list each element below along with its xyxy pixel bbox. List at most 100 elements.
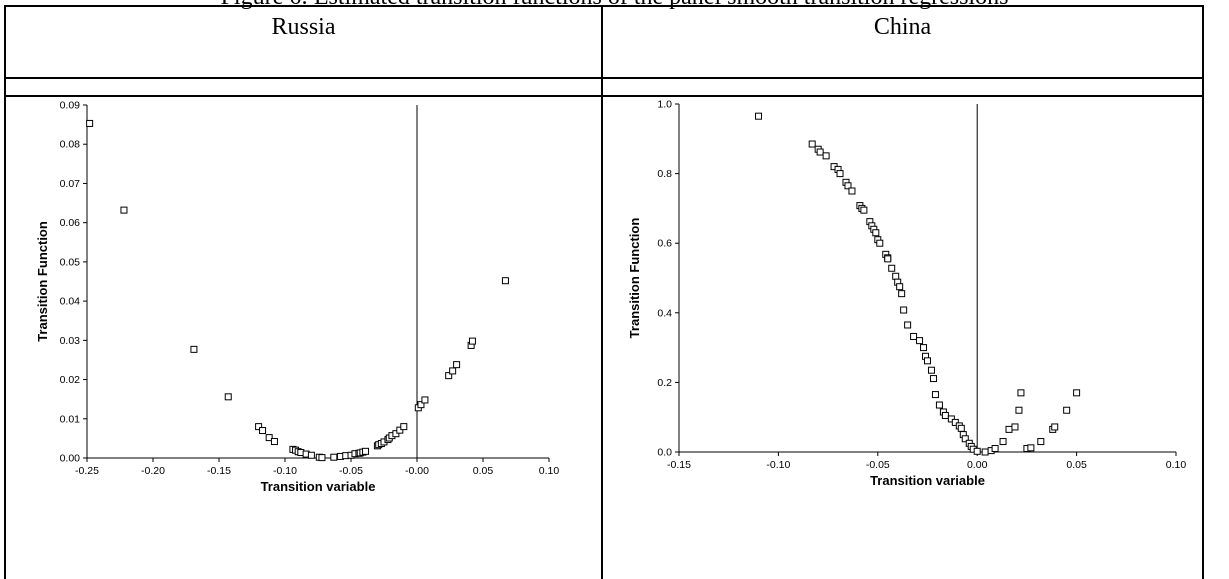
data-point (822, 152, 830, 160)
data-point (848, 187, 856, 195)
data-point (501, 277, 509, 285)
data-point (876, 239, 884, 247)
column-divider (601, 5, 603, 579)
data-point (1037, 438, 1045, 446)
x-tick-label: -0.15 (667, 459, 691, 471)
data-point (836, 170, 844, 178)
y-tick-label: 0.07 (60, 178, 81, 190)
data-point (1011, 423, 1019, 431)
data-point (270, 438, 278, 446)
data-point (844, 182, 852, 190)
y-tick-label: 0.04 (60, 296, 81, 308)
data-point (1063, 406, 1071, 414)
y-axis-title: Transition Function (35, 221, 50, 342)
y-tick-label: 0.8 (657, 168, 672, 180)
data-point (120, 206, 128, 214)
data-point (957, 424, 965, 432)
x-axis-title: Transition variable (261, 479, 376, 494)
y-tick-label: 0.0 (657, 447, 672, 459)
data-point (941, 411, 949, 419)
data-point (224, 393, 232, 401)
data-point (449, 367, 457, 375)
x-tick-label: -0.05 (866, 459, 890, 471)
data-point (318, 454, 326, 462)
x-tick-label: 0.10 (539, 465, 560, 477)
y-tick-label: 1.0 (657, 99, 672, 111)
y-axis-title: Transition Function (627, 218, 642, 339)
x-tick-label: -0.20 (141, 465, 165, 477)
data-point (888, 264, 896, 272)
data-point (396, 426, 404, 434)
y-tick-label: 0.00 (60, 453, 81, 465)
data-point (468, 337, 476, 345)
y-tick-label: 0.6 (657, 238, 672, 250)
data-point (900, 306, 908, 314)
y-tick-label: 0.03 (60, 335, 81, 347)
x-tick-label: 0.10 (1166, 459, 1187, 471)
data-point (816, 148, 824, 156)
data-point (892, 272, 900, 280)
data-point (445, 372, 453, 380)
data-point (896, 283, 904, 291)
data-point (1073, 389, 1081, 397)
data-point (755, 112, 763, 120)
data-point (860, 206, 868, 214)
data-point (991, 445, 999, 453)
x-tick-label: -0.15 (207, 465, 231, 477)
data-point (929, 375, 937, 383)
data-point (1015, 406, 1023, 414)
x-tick-label: -0.00 (405, 465, 429, 477)
x-tick-label: -0.25 (75, 465, 99, 477)
y-tick-label: 0.06 (60, 217, 81, 229)
data-point (400, 423, 408, 431)
figure-table (4, 5, 1204, 579)
data-point (453, 361, 461, 369)
data-point (910, 332, 918, 340)
data-point (920, 344, 928, 352)
x-tick-label: 0.05 (473, 465, 494, 477)
x-tick-label: -0.05 (339, 465, 363, 477)
data-point (904, 321, 912, 329)
data-point (392, 430, 400, 438)
header-row-divider (4, 77, 1204, 79)
data-point (935, 401, 943, 409)
data-point (255, 423, 263, 431)
data-point (808, 140, 816, 148)
data-point (973, 447, 981, 455)
data-point (417, 401, 425, 409)
header-row-divider-second (4, 95, 1204, 97)
x-axis-title: Transition variable (870, 473, 985, 488)
data-point (999, 438, 1007, 446)
data-point (86, 119, 94, 127)
x-tick-label: 0.00 (967, 459, 988, 471)
data-point (927, 366, 935, 374)
data-point (362, 447, 370, 455)
data-point (421, 396, 429, 404)
y-tick-label: 0.2 (657, 377, 672, 389)
data-point (884, 255, 892, 263)
x-tick-label: 0.05 (1066, 459, 1087, 471)
y-tick-label: 0.4 (657, 307, 672, 319)
y-tick-label: 0.08 (60, 139, 81, 151)
y-tick-label: 0.02 (60, 374, 81, 386)
data-point (259, 427, 267, 435)
y-tick-label: 0.09 (60, 100, 81, 112)
data-point (330, 453, 338, 461)
data-point (1027, 444, 1035, 452)
data-point (1051, 423, 1059, 431)
y-tick-label: 0.01 (60, 413, 81, 425)
panel-title-china: China (873, 14, 932, 40)
russia-transition-chart: 0.00 0.01 0.02 0.03 0.04 0.05 0.06 0.07 0.08 0.09… (35, 100, 560, 495)
data-point (1017, 389, 1025, 397)
x-tick-label: -0.10 (766, 459, 790, 471)
data-point (265, 434, 273, 442)
data-point (190, 345, 198, 353)
data-point (307, 451, 315, 459)
panel-title-russia: Russia (271, 14, 336, 40)
data-point (931, 391, 939, 399)
data-point (981, 448, 989, 456)
data-point (924, 357, 931, 365)
data-point (916, 337, 924, 345)
x-tick-label: -0.10 (273, 465, 297, 477)
